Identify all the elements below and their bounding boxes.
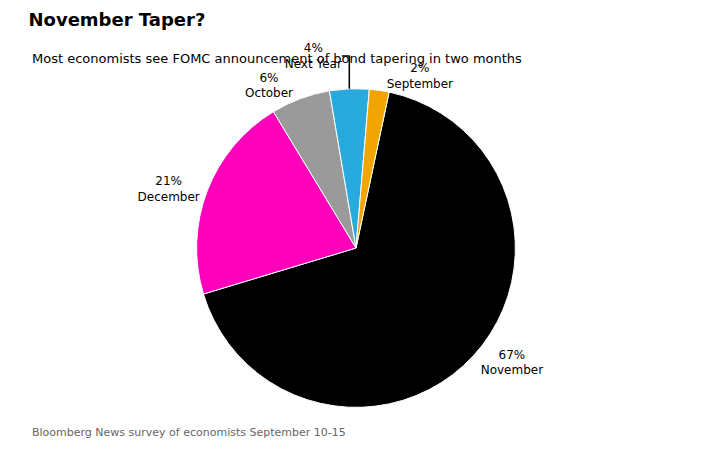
svg-text:2%September: 2%September [387, 61, 453, 91]
svg-text:November Taper?: November Taper? [28, 9, 205, 30]
svg-text:Bloomberg News survey of econo: Bloomberg News survey of economists Sept… [32, 426, 346, 439]
svg-text:67%November: 67%November [481, 348, 543, 378]
svg-text:Most economists see FOMC annou: Most economists see FOMC announcement of… [32, 51, 522, 66]
svg-text:21%December: 21%December [138, 174, 200, 204]
svg-text:4%Next Year: 4%Next Year [285, 41, 342, 71]
svg-text:6%October: 6%October [245, 71, 293, 101]
